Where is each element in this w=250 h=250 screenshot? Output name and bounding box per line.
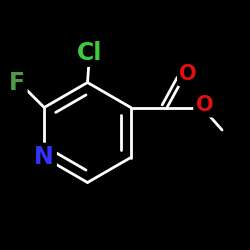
Text: Cl: Cl xyxy=(77,40,103,64)
Text: O: O xyxy=(196,95,213,115)
Text: F: F xyxy=(9,70,25,94)
Text: N: N xyxy=(34,146,54,170)
Text: O: O xyxy=(180,64,197,84)
